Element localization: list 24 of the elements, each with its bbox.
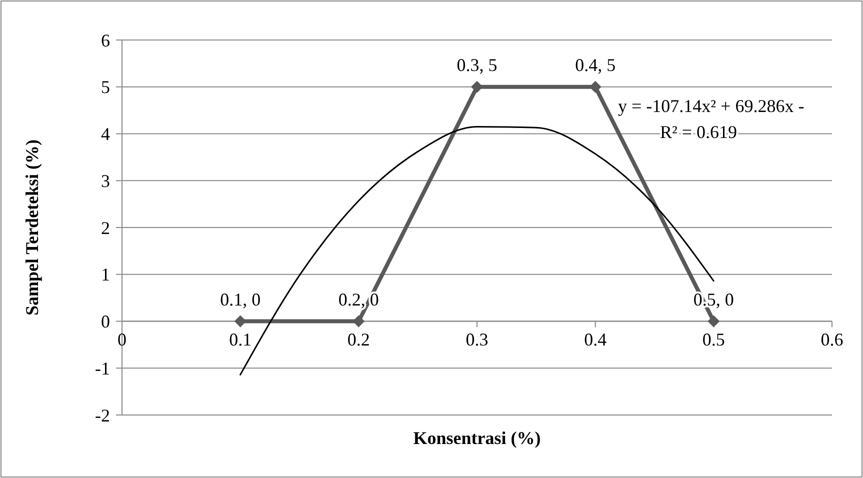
data-label: 0.2, 0 — [338, 289, 379, 310]
y-tick-label: 5 — [101, 77, 110, 98]
y-tick-label: 1 — [101, 264, 110, 285]
annotation: R² = 0.619 — [660, 122, 738, 142]
y-tick-label: 3 — [101, 170, 110, 191]
x-tick-label: 0.1 — [229, 329, 252, 350]
y-tick-label: 6 — [101, 30, 110, 50]
y-tick-label: -2 — [95, 405, 110, 426]
x-tick-label: 0.3 — [466, 329, 488, 350]
y-tick-label: 2 — [101, 218, 110, 238]
x-axis-title: Konsentrasi (%) — [413, 428, 541, 448]
x-tick-label: 0.4 — [584, 329, 607, 350]
x-tick-label: 0.5 — [702, 329, 725, 350]
annotation: y = -107.14x² + 69.286x - — [618, 96, 804, 116]
x-tick-label: 0 — [118, 329, 126, 350]
y-tick-label: 4 — [101, 124, 110, 144]
x-tick-label: 0.6 — [820, 329, 844, 350]
data-label: 0.1, 0 — [220, 289, 261, 310]
data-label: 0.3, 5 — [456, 54, 498, 75]
y-tick-label: 0 — [101, 312, 110, 332]
y-axis-title: Sampel Terdeteksi (%) — [22, 139, 42, 316]
y-tick-label: -1 — [95, 358, 110, 378]
x-tick-label: 0.2 — [347, 329, 370, 350]
data-label: 0.4, 5 — [575, 54, 616, 75]
